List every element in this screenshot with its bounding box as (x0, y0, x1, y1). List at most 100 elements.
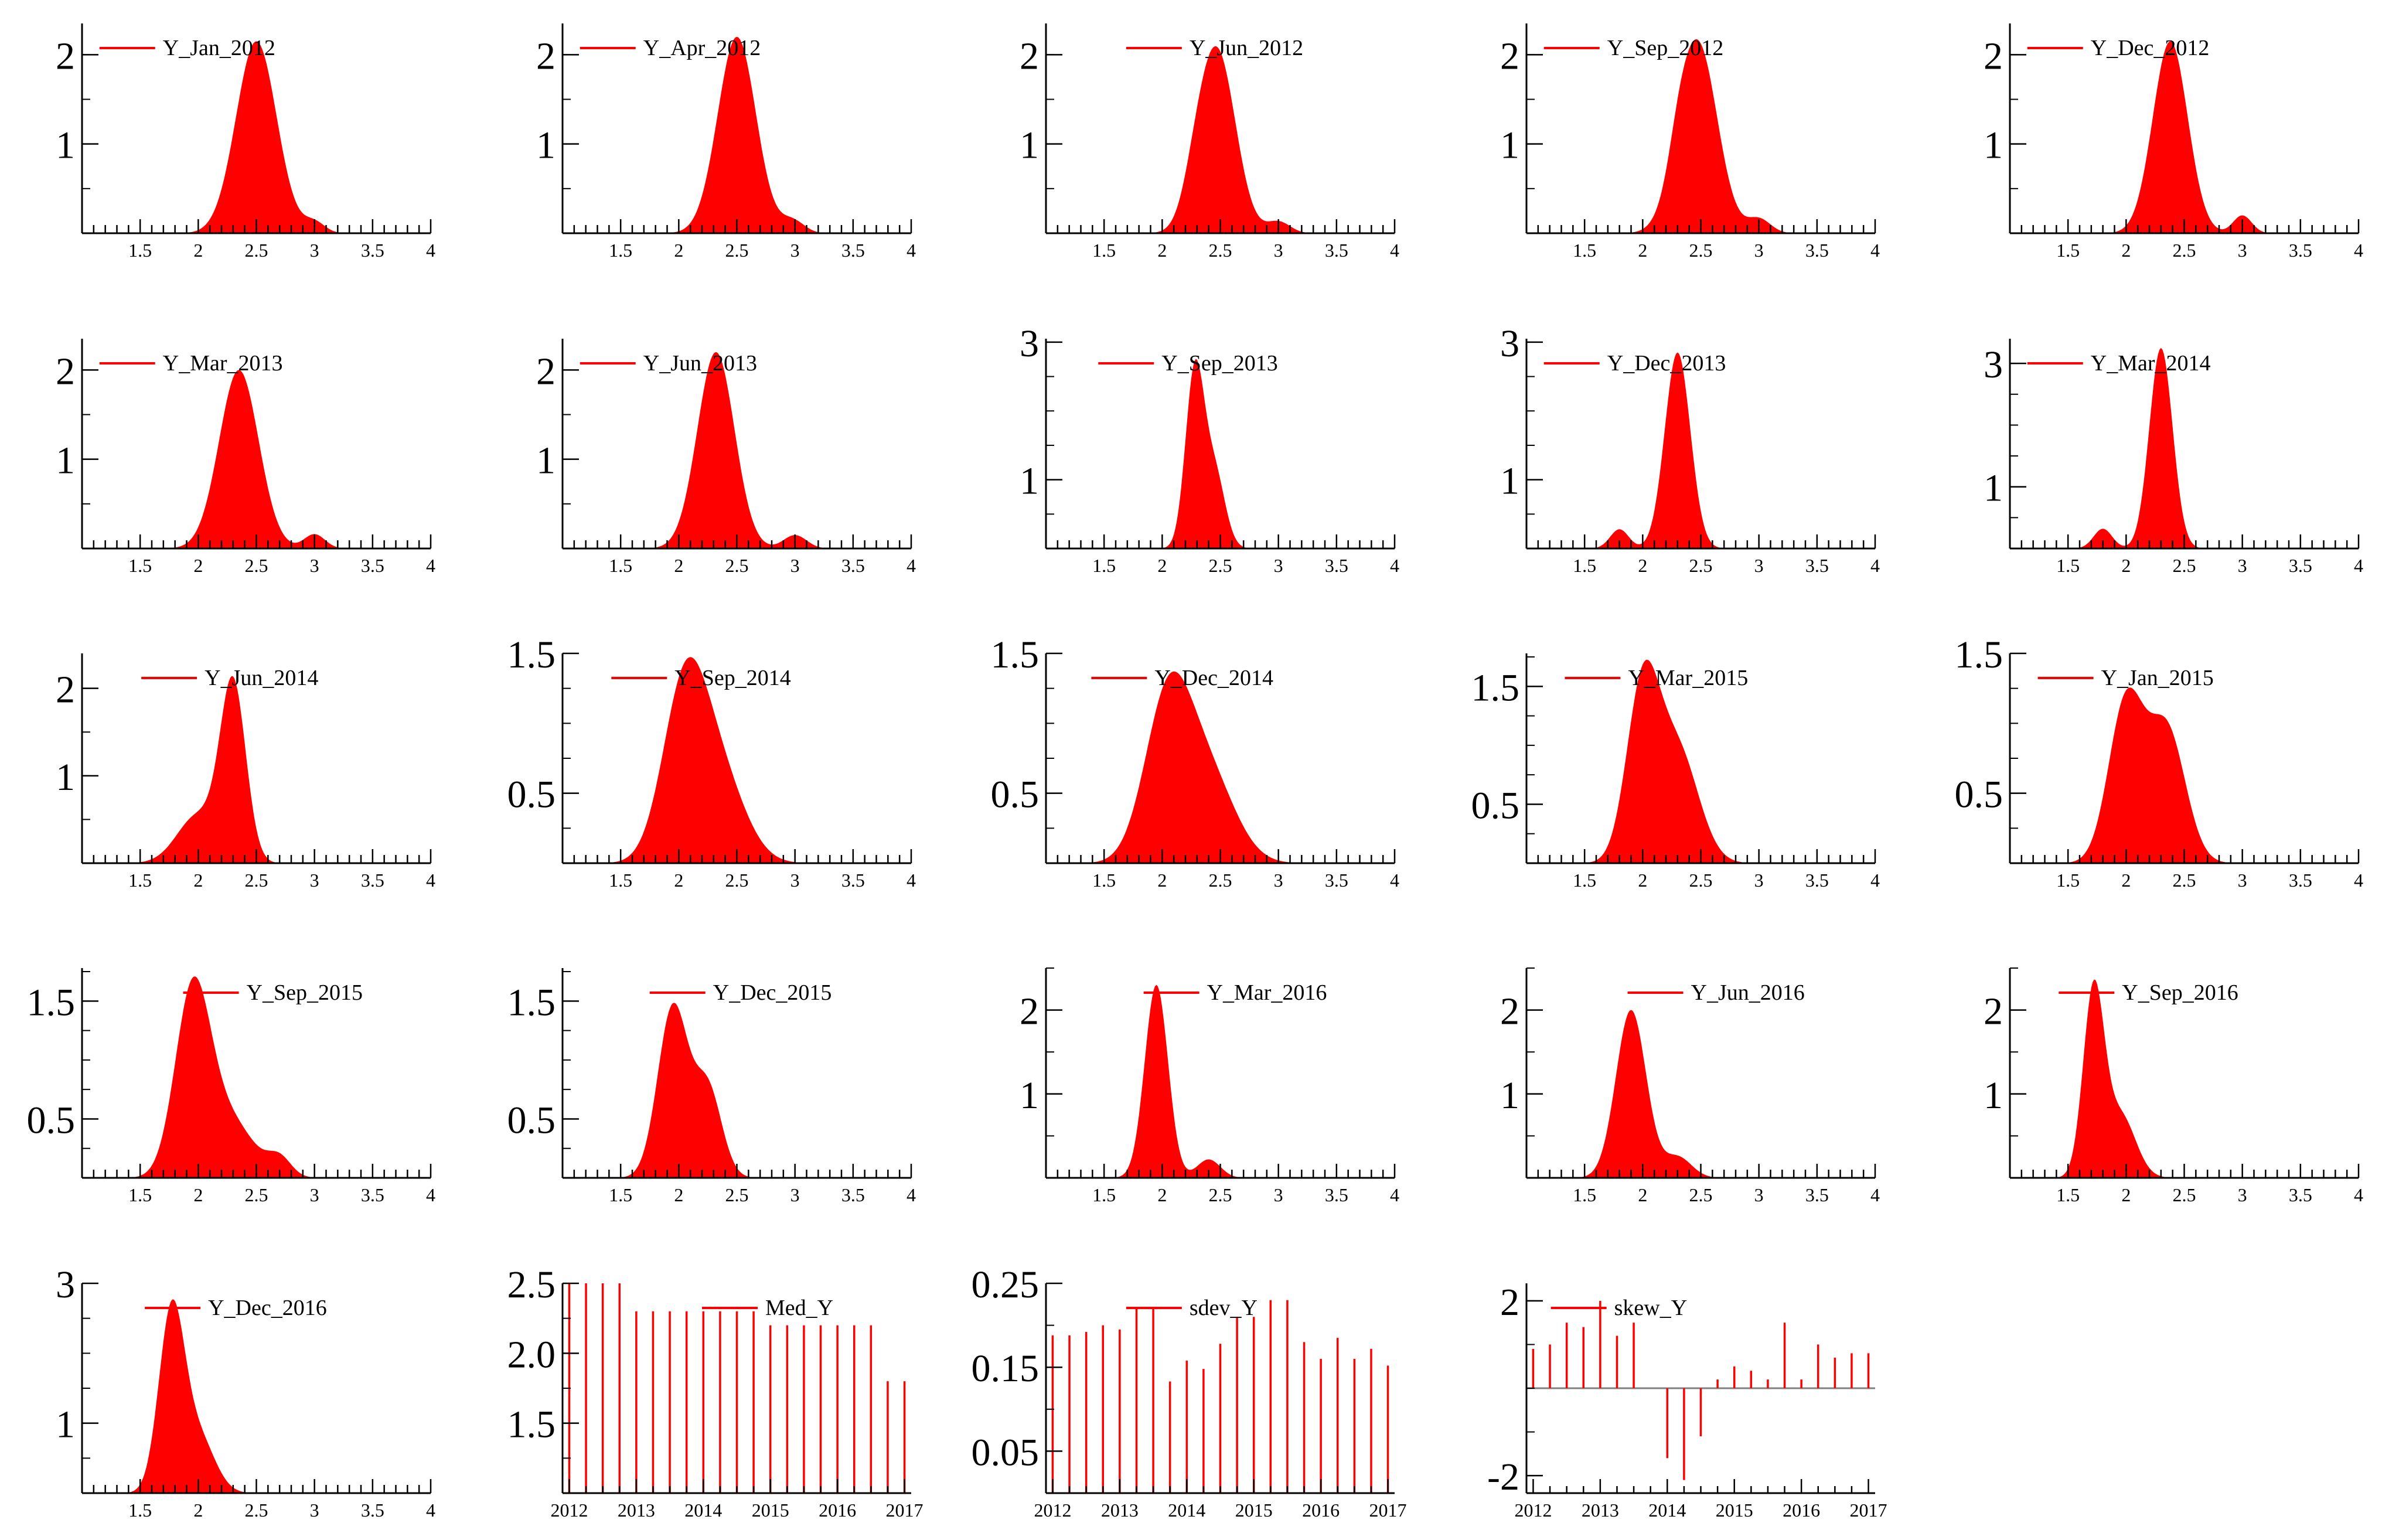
legend-label: Y_Sep_2012 (1607, 36, 1723, 60)
panel-y-mar-2013: 1.5 2 2.5 3 3.5 4 1 2 Y_Mar_2013 (56, 339, 435, 576)
x-tick-label: 3.5 (361, 240, 384, 261)
panel-y-jun-2012: 1.5 2 2.5 3 3.5 4 1 2 Y_Jun_2012 (1020, 23, 1399, 261)
x-tick-label: 2 (674, 1184, 683, 1205)
x-tick-label: 2 (2121, 870, 2131, 891)
x-tick-label: 3.5 (1325, 870, 1348, 891)
x-tick-label: 4 (907, 240, 916, 261)
y-tick-label: 0.5 (507, 1099, 556, 1142)
panel-y-jan-2015: 1.5 2 2.5 3 3.5 4 0.5 1.5 Y_Jan_2015 (1955, 633, 2364, 891)
y-tick-label: 1 (1500, 1074, 1519, 1117)
x-tick-label: 1.5 (128, 1500, 152, 1521)
panel-y-mar-2015: 1.5 2 2.5 3 3.5 4 0.5 1.5 Y_Mar_2015 (1471, 653, 1880, 891)
x-tick-label: 2.5 (725, 870, 749, 891)
legend-label: Y_Sep_2016 (2122, 980, 2238, 1005)
legend-label: Y_Dec_2015 (713, 980, 832, 1005)
x-tick-label: 2013 (618, 1500, 655, 1521)
y-tick-label: 1 (1984, 1074, 2003, 1117)
density-area (82, 41, 431, 233)
panel-y-sep-2012: 1.5 2 2.5 3 3.5 4 1 2 Y_Sep_2012 (1500, 23, 1880, 261)
x-tick-label: 3.5 (1805, 240, 1829, 261)
x-tick-label: 3.5 (2289, 555, 2312, 576)
x-tick-label: 2.5 (2173, 1184, 2196, 1205)
x-tick-label: 4 (426, 1184, 435, 1205)
x-tick-label: 1.5 (128, 555, 152, 576)
y-tick-label: 3 (56, 1263, 75, 1306)
density-area (563, 657, 911, 863)
y-tick-label: 0.5 (1955, 774, 2003, 816)
density-area (1046, 46, 1395, 234)
y-tick-label: 1 (1500, 460, 1519, 503)
y-tick-label: 1.5 (1955, 633, 2003, 676)
x-tick-label: 2 (2121, 555, 2131, 576)
density-area (2010, 687, 2359, 863)
x-tick-label: 3 (310, 555, 319, 576)
x-tick-label: 2.5 (725, 555, 749, 576)
x-tick-label: 2016 (819, 1500, 856, 1521)
x-tick-label: 2014 (1648, 1500, 1686, 1521)
y-tick-label: 1 (1020, 1074, 1039, 1117)
x-tick-label: 2 (2121, 240, 2131, 261)
y-tick-label: 0.25 (972, 1263, 1040, 1306)
x-tick-label: 1.5 (2056, 870, 2080, 891)
legend-label: Y_Jan_2012 (163, 36, 275, 60)
x-tick-label: 4 (1870, 240, 1880, 261)
x-tick-label: 3.5 (1805, 555, 1829, 576)
x-tick-label: 3 (1754, 240, 1764, 261)
panel-y-dec-2012: 1.5 2 2.5 3 3.5 4 1 2 Y_Dec_2012 (1984, 23, 2363, 261)
x-tick-label: 4 (1390, 1184, 1399, 1205)
x-tick-label: 2 (1157, 240, 1167, 261)
x-tick-label: 4 (1390, 870, 1399, 891)
x-tick-label: 2.5 (2173, 555, 2196, 576)
density-area (2010, 347, 2359, 548)
legend-label: Y_Sep_2015 (247, 980, 363, 1005)
x-tick-label: 2012 (1514, 1500, 1552, 1521)
x-tick-label: 2.5 (1209, 870, 1232, 891)
x-tick-label: 2 (193, 555, 203, 576)
x-tick-label: 1.5 (2056, 1184, 2080, 1205)
x-tick-label: 2014 (1168, 1500, 1205, 1521)
panel-y-sep-2016: 1.5 2 2.5 3 3.5 4 1 2 Y_Sep_2016 (1984, 967, 2363, 1205)
x-tick-label: 2.5 (1209, 1184, 1232, 1205)
x-tick-label: 2.5 (1689, 240, 1713, 261)
x-tick-label: 1.5 (128, 870, 152, 891)
x-tick-label: 2015 (752, 1500, 789, 1521)
x-tick-label: 2012 (1034, 1500, 1071, 1521)
x-tick-label: 2.5 (1689, 1184, 1713, 1205)
x-tick-label: 3 (310, 870, 319, 891)
x-tick-label: 3 (2238, 870, 2247, 891)
x-tick-label: 1.5 (1092, 240, 1116, 261)
y-tick-label: 2 (56, 35, 75, 77)
x-tick-label: 4 (426, 555, 435, 576)
panel-y-mar-2016: 1.5 2 2.5 3 3.5 4 1 2 Y_Mar_2016 (1020, 967, 1399, 1205)
x-tick-label: 3.5 (1325, 555, 1348, 576)
y-tick-label: 1.5 (1471, 666, 1520, 709)
y-tick-label: 3 (1020, 322, 1039, 365)
x-tick-label: 2.5 (245, 1184, 268, 1205)
y-tick-label: 1 (1984, 124, 2003, 167)
x-tick-label: 1.5 (1573, 555, 1596, 576)
legend-label: Y_Mar_2016 (1207, 980, 1327, 1005)
x-tick-label: 2.5 (725, 240, 749, 261)
y-tick-label: 1.5 (507, 1403, 556, 1446)
x-tick-label: 2.5 (725, 1184, 749, 1205)
y-tick-label: 2 (1500, 990, 1519, 1033)
y-tick-label: 0.05 (972, 1431, 1040, 1474)
y-tick-label: 2 (56, 669, 75, 711)
y-tick-label: 2.0 (507, 1333, 556, 1376)
panel-y-apr-2012: 1.5 2 2.5 3 3.5 4 1 2 Y_Apr_2012 (536, 23, 916, 261)
legend-label: skew_Y (1614, 1296, 1688, 1320)
y-tick-label: 1.5 (507, 981, 556, 1024)
x-tick-label: 3 (1754, 555, 1764, 576)
panel-med-y: 2012 2013 2014 2015 2016 2017 1.5 2.0 2.5 Med_Y (507, 1263, 924, 1521)
x-tick-label: 3 (1274, 870, 1283, 891)
x-tick-label: 2017 (1850, 1500, 1887, 1521)
y-tick-label: 0.5 (1471, 784, 1520, 827)
legend-label: Y_Jun_2014 (205, 666, 318, 690)
density-area (82, 676, 431, 863)
legend-label: Y_Jun_2013 (643, 351, 757, 376)
x-tick-label: 3 (790, 870, 800, 891)
x-tick-label: 2017 (1369, 1500, 1407, 1521)
x-tick-label: 2.5 (245, 1500, 268, 1521)
x-tick-label: 2 (1638, 240, 1647, 261)
x-tick-label: 2014 (684, 1500, 722, 1521)
